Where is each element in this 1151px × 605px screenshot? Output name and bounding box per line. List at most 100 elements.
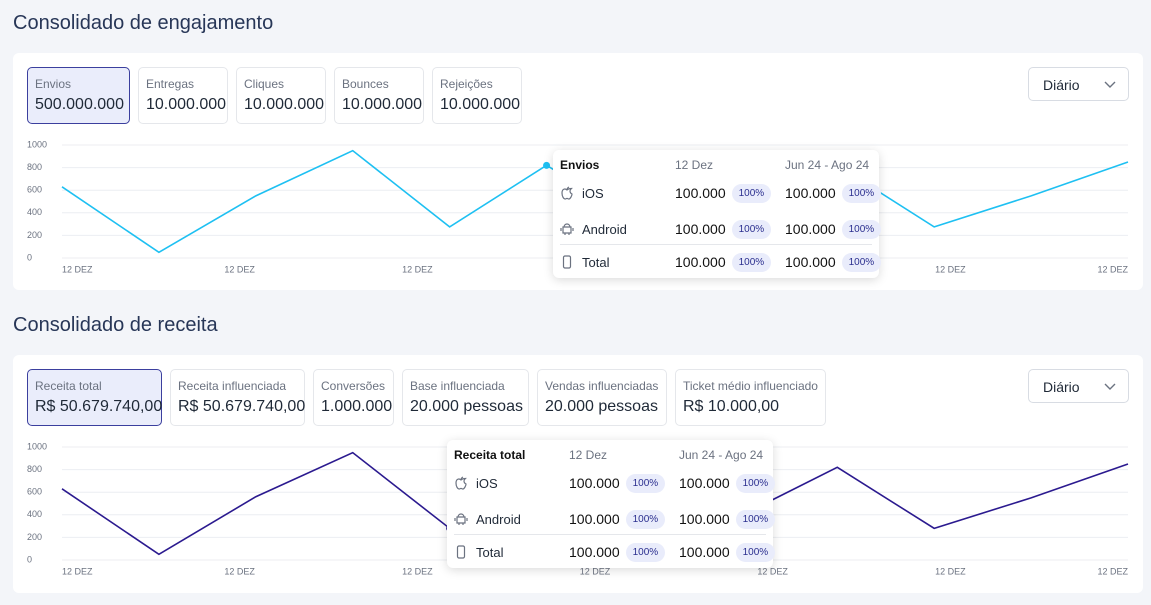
period-dropdown[interactable]: Diário [1028, 67, 1129, 101]
cell-value: 100.000 [569, 511, 620, 527]
tooltip-row: iOS 100.000 100% 100.000 100% [454, 468, 776, 498]
row-cell: 100.000 100% [675, 183, 772, 203]
metric-tab[interactable]: Receita influenciada R$ 50.679.740,00 [170, 369, 305, 426]
x-tick-label: 12 DEZ [935, 264, 966, 274]
row-cell: 100.000 100% [785, 219, 882, 239]
metric-label: Ticket médio influenciado [683, 379, 818, 393]
metric-label: Rejeições [440, 77, 493, 91]
metric-value: R$ 10.000,00 [683, 398, 780, 415]
row-label: Total [476, 544, 504, 560]
tooltip-header: Envios 12 Dez Jun 24 - Ago 24 [560, 158, 870, 172]
metric-tab[interactable]: Conversões 1.000.000 [313, 369, 394, 426]
row-cell: 100.000 100% [675, 252, 772, 272]
period-dropdown[interactable]: Diário [1028, 369, 1129, 403]
tooltip: Receita total 12 Dez Jun 24 - Ago 24 iOS 100… [447, 440, 776, 569]
y-tick-label: 600 [27, 487, 42, 497]
metric-tab[interactable]: Rejeições 10.000.000 [432, 67, 522, 124]
y-tick-label: 1000 [27, 139, 47, 149]
metric-label: Receita influenciada [178, 379, 287, 393]
tooltip-title: Envios [560, 158, 600, 172]
cell-value: 100.000 [679, 511, 730, 527]
cell-badge: 100% [731, 252, 772, 272]
row-label: iOS [476, 475, 498, 491]
metric-tab[interactable]: Cliques 10.000.000 [236, 67, 326, 124]
y-tick-label: 200 [27, 230, 42, 240]
cell-badge: 100% [841, 252, 882, 272]
y-tick-label: 400 [27, 509, 42, 519]
metric-value: 500.000.000 [35, 96, 124, 113]
y-tick-label: 400 [27, 207, 42, 217]
tooltip-row: iOS 100.000 100% 100.000 100% [560, 178, 882, 208]
tooltip-column: 12 Dez [675, 158, 714, 172]
y-tick-label: 600 [27, 185, 42, 195]
chevron [1104, 81, 1116, 88]
x-tick-label: 12 DEZ [402, 264, 433, 274]
x-tick-label: 12 DEZ [935, 566, 966, 576]
cell-badge: 100% [731, 219, 772, 239]
y-tick-label: 800 [27, 162, 42, 172]
metric-tab[interactable]: Receita total R$ 50.679.740,00 [27, 369, 162, 426]
tooltip: Envios 12 Dez Jun 24 - Ago 24 iOS 100.000 100… [553, 150, 882, 278]
metric-label: Receita total [35, 379, 102, 393]
row-label: Android [582, 221, 627, 237]
apple-icon [455, 476, 467, 490]
row-icon [456, 545, 466, 559]
cell-badge: 100% [735, 509, 776, 529]
y-tick-label: 0 [27, 252, 32, 262]
row-label: iOS [582, 185, 604, 201]
tooltip-column: 12 Dez [569, 448, 608, 462]
metric-tab[interactable]: Ticket médio influenciado R$ 10.000,00 [675, 369, 826, 426]
tooltip-row: Android 100.000 100% 100.000 100% [454, 504, 776, 534]
cell-value: 100.000 [675, 254, 726, 270]
chevron [1104, 383, 1116, 390]
dropdown-label: Diário [1043, 379, 1080, 395]
cell-badge: 100% [841, 219, 882, 239]
row-icon [455, 476, 467, 490]
y-tick-label: 1000 [27, 441, 47, 451]
cell-badge: 100% [625, 473, 666, 493]
row-icon [560, 223, 574, 235]
metric-label: Conversões [321, 379, 386, 393]
row-icon [561, 186, 573, 200]
metric-tab[interactable]: Envios 500.000.000 [27, 67, 130, 124]
metric-label: Vendas influenciadas [545, 379, 659, 393]
metric-value: 10.000.000 [440, 96, 521, 113]
card: Envios 500.000.000 Entregas 10.000.000 Cliqu… [13, 53, 1143, 290]
metric-value: 10.000.000 [342, 96, 423, 113]
chevron-path [1104, 383, 1116, 390]
metric-value: R$ 50.679.740,00 [35, 398, 163, 415]
x-tick-label: 12 DEZ [757, 566, 788, 576]
metric-value: 10.000.000 [244, 96, 325, 113]
tooltip-header: Receita total 12 Dez Jun 24 - Ago 24 [454, 448, 764, 462]
tooltip-row: Total 100.000 100% 100.000 100% [454, 534, 776, 569]
row-label: Android [476, 511, 521, 527]
cell-value: 100.000 [785, 221, 836, 237]
cell-badge: 100% [731, 183, 772, 203]
tooltip-column: Jun 24 - Ago 24 [679, 448, 764, 462]
row-cell: 100.000 100% [679, 473, 776, 493]
row-icon [454, 513, 468, 525]
row-cell: 100.000 100% [679, 509, 776, 529]
section-title: Consolidado de receita [13, 314, 218, 336]
x-tick-label: 12 DEZ [402, 566, 433, 576]
row-cell: 100.000 100% [569, 473, 666, 493]
metric-label: Entregas [146, 77, 195, 91]
y-tick-label: 200 [27, 532, 42, 542]
y-tick-label: 800 [27, 464, 42, 474]
cell-value: 100.000 [675, 185, 726, 201]
section-title: Consolidado de engajamento [13, 12, 274, 34]
row-cell: 100.000 100% [679, 542, 776, 562]
metric-value: R$ 50.679.740,00 [178, 398, 306, 415]
apple-icon [561, 186, 573, 200]
metric-label: Envios [35, 77, 72, 91]
metric-tab[interactable]: Bounces 10.000.000 [334, 67, 424, 124]
cell-badge: 100% [735, 473, 776, 493]
metric-tab[interactable]: Base influenciada 20.000 pessoas [402, 369, 529, 426]
x-tick-label: 12 DEZ [580, 566, 611, 576]
android-icon [560, 223, 574, 235]
card: Receita total R$ 50.679.740,00 Receita inf… [13, 355, 1143, 593]
metric-tab[interactable]: Entregas 10.000.000 [138, 67, 228, 124]
x-tick-label: 12 DEZ [62, 566, 93, 576]
metric-tab[interactable]: Vendas influenciadas 20.000 pessoas [537, 369, 667, 426]
metric-value: 1.000.000 [321, 398, 393, 415]
